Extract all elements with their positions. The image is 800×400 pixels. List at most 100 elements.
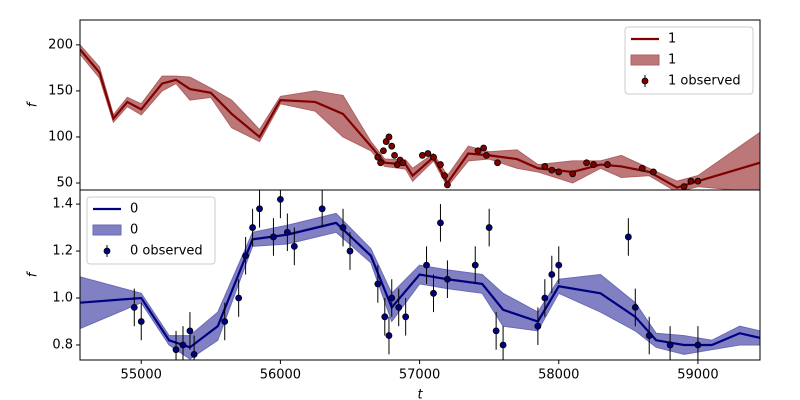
observation	[437, 219, 444, 227]
y-tick-label: 50	[56, 176, 73, 191]
observation	[680, 183, 688, 190]
observation	[624, 233, 632, 241]
legend-box	[624, 26, 754, 95]
observation	[541, 294, 549, 302]
observation	[277, 195, 284, 203]
observation	[590, 161, 597, 168]
observation	[441, 172, 449, 180]
observation	[548, 166, 556, 174]
observation	[548, 271, 556, 278]
observation	[430, 289, 437, 297]
observation	[346, 247, 354, 255]
confidence-band	[80, 212, 760, 360]
observation	[437, 161, 444, 168]
observation	[694, 341, 702, 349]
observation	[474, 147, 482, 155]
legend-marker	[641, 77, 649, 85]
observation	[235, 294, 243, 302]
observation	[283, 228, 291, 236]
x-tick-label: 56000	[260, 368, 301, 383]
observation	[631, 304, 639, 311]
observation	[430, 153, 437, 161]
observation	[137, 318, 145, 325]
observation	[569, 170, 577, 178]
observation	[555, 261, 563, 269]
observation	[402, 313, 410, 321]
x-axis-label: t	[417, 388, 423, 400]
observation	[377, 159, 385, 167]
confidence-band	[80, 44, 760, 190]
model-line	[80, 48, 760, 189]
legend-label: 0 observed	[130, 244, 203, 259]
observation	[485, 224, 493, 231]
plot-area	[80, 44, 760, 190]
observation	[666, 341, 674, 349]
legend-label: 0	[130, 223, 138, 238]
legend-label: 0	[130, 202, 138, 217]
legend-patch	[92, 224, 122, 236]
observation	[649, 168, 657, 176]
x-tick-label: 59000	[677, 368, 718, 383]
observation	[423, 261, 430, 269]
observation	[583, 159, 590, 167]
observation	[339, 224, 347, 231]
observation	[385, 133, 393, 141]
observation	[645, 332, 653, 339]
observation	[385, 332, 393, 339]
observation	[379, 147, 387, 155]
observation	[424, 150, 432, 157]
observation	[249, 224, 256, 231]
observation	[494, 159, 501, 167]
x-tick-label: 57000	[399, 368, 440, 383]
observation	[499, 341, 507, 349]
observation	[482, 151, 490, 159]
observation	[687, 177, 695, 185]
observation	[541, 163, 549, 170]
observation	[444, 181, 451, 189]
observation	[492, 327, 500, 335]
observation	[186, 327, 194, 335]
y-tick-label: 200	[48, 37, 73, 52]
observation	[471, 261, 479, 269]
y-tick-label: 150	[48, 83, 73, 98]
observation	[179, 341, 187, 349]
observation	[444, 275, 451, 283]
observation	[694, 177, 702, 185]
observation	[374, 280, 382, 288]
legend-box	[86, 196, 216, 265]
observation	[480, 144, 488, 152]
y-tick-label: 1.4	[52, 197, 73, 212]
legend-label: 1	[668, 53, 676, 68]
y-tick-label: 100	[48, 129, 73, 144]
observation	[395, 304, 403, 311]
observation	[221, 318, 229, 325]
plot-area	[80, 190, 760, 360]
legend-marker	[103, 247, 111, 255]
observation	[391, 151, 398, 159]
y-axis-label: f	[26, 270, 41, 277]
legend-label: 1	[668, 32, 676, 47]
observation	[374, 153, 382, 161]
observation	[290, 242, 298, 250]
observation	[638, 164, 646, 172]
observation	[555, 168, 563, 176]
observation	[242, 252, 250, 260]
observation	[381, 313, 389, 321]
x-tick-label: 55000	[121, 368, 162, 383]
observation	[534, 322, 542, 330]
legend-label: 1 observed	[668, 74, 741, 89]
observation	[130, 304, 138, 311]
observation	[190, 350, 198, 358]
y-axis-label: f	[26, 100, 41, 107]
observation	[172, 346, 180, 354]
observation	[604, 161, 611, 168]
y-tick-label: 1.0	[52, 291, 73, 306]
observation	[388, 294, 396, 302]
observation	[418, 151, 426, 159]
observation	[256, 205, 263, 213]
observation	[270, 233, 277, 241]
observation	[399, 159, 407, 167]
y-tick-label: 0.8	[52, 337, 73, 352]
